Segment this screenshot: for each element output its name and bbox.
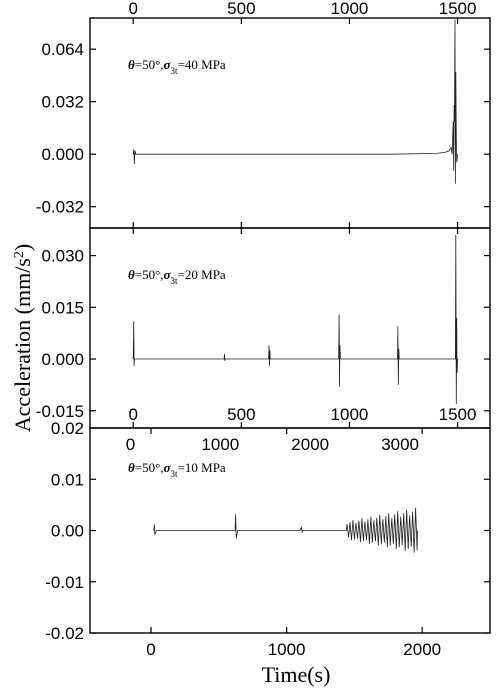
x-tick-label: 2000	[403, 640, 441, 659]
series-line	[132, 19, 458, 184]
y-tick-label: 0.00	[51, 522, 84, 541]
x-tick-label: 0	[129, 405, 138, 424]
y-tick-label: 0.032	[41, 93, 84, 112]
x-tick-label: 500	[227, 405, 255, 424]
y-tick-label: 0.030	[41, 247, 84, 266]
y-tick-label: 0.02	[51, 419, 84, 438]
y-tick-label: -0.032	[36, 198, 84, 217]
y-axis-title: Acceleration (mm/s2)	[10, 244, 35, 432]
secondary-x-tick-label: 1000	[201, 435, 239, 454]
chart-panel-3: 0.02 0.01 0.00 -0.01 -0.02 0 1000 2000 0 1000 2000…	[45, 419, 491, 659]
x-tick-label: 1500	[439, 405, 477, 424]
panel-annotation: θ=50°,σ3t=10 MPa	[128, 460, 226, 479]
y-tick-label: 0.015	[41, 298, 84, 317]
secondary-x-tick-label: 2000	[291, 435, 329, 454]
plot-frame	[89, 17, 491, 229]
x-tick-label: 0	[146, 640, 155, 659]
series-line	[153, 507, 418, 553]
chart-panel-2: 0.030 0.015 0.000 -0.015 0 500 1000 1500 θ=50°,σ…	[36, 227, 491, 429]
x-tick-label: 1000	[268, 640, 306, 659]
y-tick-label: 0.01	[51, 470, 84, 489]
plot-frame	[89, 227, 491, 429]
y-tick-label: 0.000	[41, 350, 84, 369]
secondary-x-tick-label: 3000	[381, 435, 419, 454]
y-tick-label: -0.02	[45, 624, 84, 643]
x-tick-label: 1000	[331, 0, 369, 18]
secondary-x-tick-label: 0	[126, 435, 135, 454]
y-tick-label: -0.015	[36, 402, 84, 421]
panel-annotation: θ=50°,σ3t=40 MPa	[128, 57, 226, 76]
x-tick-label: 1000	[331, 405, 369, 424]
chart-panel-1: 0.064 0.032 0.000 -0.032 0 500 1000 1500 θ=50°,σ…	[36, 0, 491, 229]
series-line	[132, 234, 458, 404]
y-tick-label: 0.064	[41, 40, 84, 59]
x-tick-label: 1500	[439, 0, 477, 18]
x-tick-label: 0	[129, 0, 138, 18]
panel-annotation: θ=50°,σ3t=20 MPa	[128, 267, 226, 286]
y-tick-label: 0.000	[41, 145, 84, 164]
y-tick-label: -0.01	[45, 573, 84, 592]
x-axis-title: Time(s)	[262, 662, 331, 687]
x-tick-label: 500	[227, 0, 255, 18]
